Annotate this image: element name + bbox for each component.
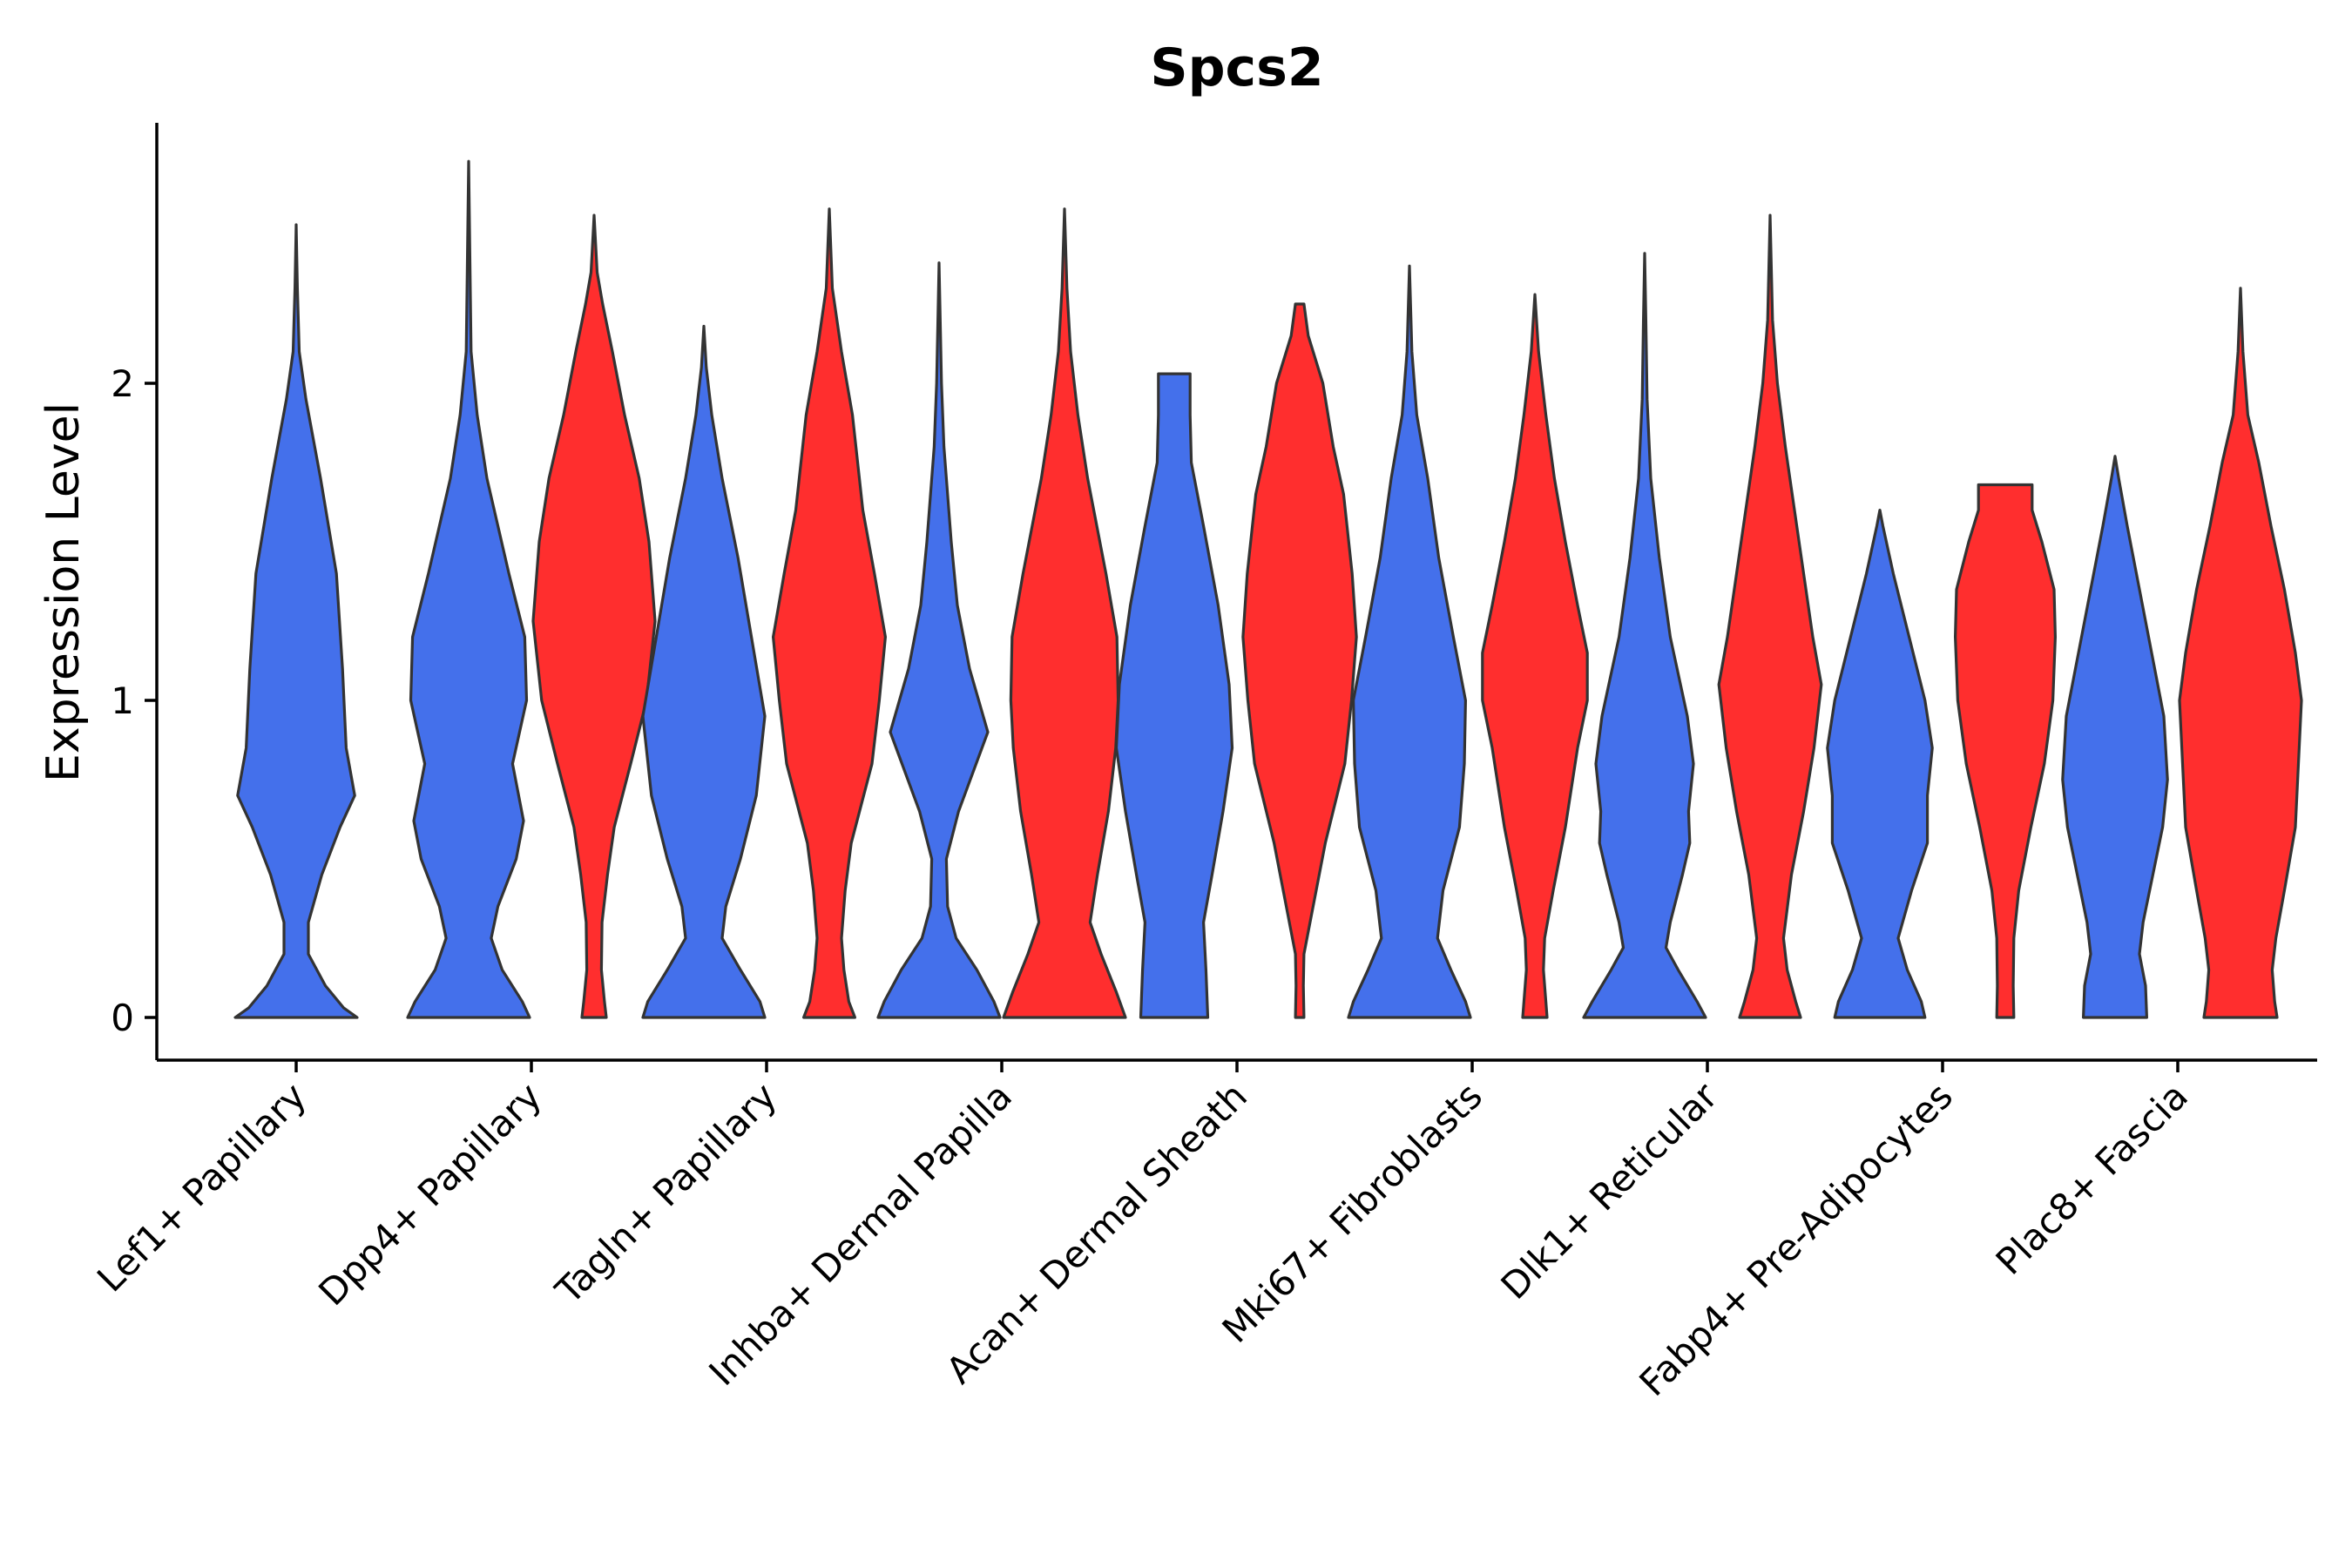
y-tick-label: 0 bbox=[111, 997, 134, 1039]
violin-blue-1 bbox=[406, 159, 531, 1019]
x-category-label: Tagln+ Papillary bbox=[547, 1074, 785, 1312]
x-category-label: Dlk1+ Reticular bbox=[1493, 1074, 1727, 1308]
violin-blue-8 bbox=[2061, 455, 2169, 1019]
chart-title: Spcs2 bbox=[1150, 37, 1323, 98]
x-category-label: Plac8+ Fascia bbox=[1988, 1074, 2196, 1282]
violin-blue-5 bbox=[1347, 264, 1472, 1019]
violin-red-5 bbox=[1481, 293, 1589, 1019]
y-ticks-group: 0 1 2 bbox=[111, 362, 157, 1039]
violin-red-8 bbox=[2178, 287, 2303, 1019]
violins-group bbox=[233, 159, 2303, 1019]
y-tick-label: 2 bbox=[111, 362, 134, 405]
violin-blue-4 bbox=[1114, 372, 1234, 1019]
violin-blue-7 bbox=[1826, 509, 1934, 1019]
y-tick-label: 1 bbox=[111, 679, 134, 722]
violin-blue-0 bbox=[233, 223, 359, 1019]
violin-blue-3 bbox=[876, 261, 1002, 1019]
y-axis-label: Expression Level bbox=[37, 402, 90, 782]
violin-red-6 bbox=[1717, 213, 1823, 1019]
violin-red-4 bbox=[1241, 302, 1358, 1019]
x-category-label: Mki67+ Fibroblasts bbox=[1214, 1074, 1490, 1350]
violin-red-2 bbox=[772, 207, 887, 1019]
x-category-label: Dpp4+ Papillary bbox=[310, 1074, 550, 1314]
x-category-label: Lef1+ Papillary bbox=[89, 1074, 314, 1300]
violin-blue-6 bbox=[1582, 252, 1707, 1019]
violin-blue-2 bbox=[641, 324, 767, 1019]
violin-red-3 bbox=[1002, 207, 1127, 1019]
violin-red-7 bbox=[1954, 483, 2057, 1019]
violin-red-1 bbox=[531, 213, 657, 1019]
